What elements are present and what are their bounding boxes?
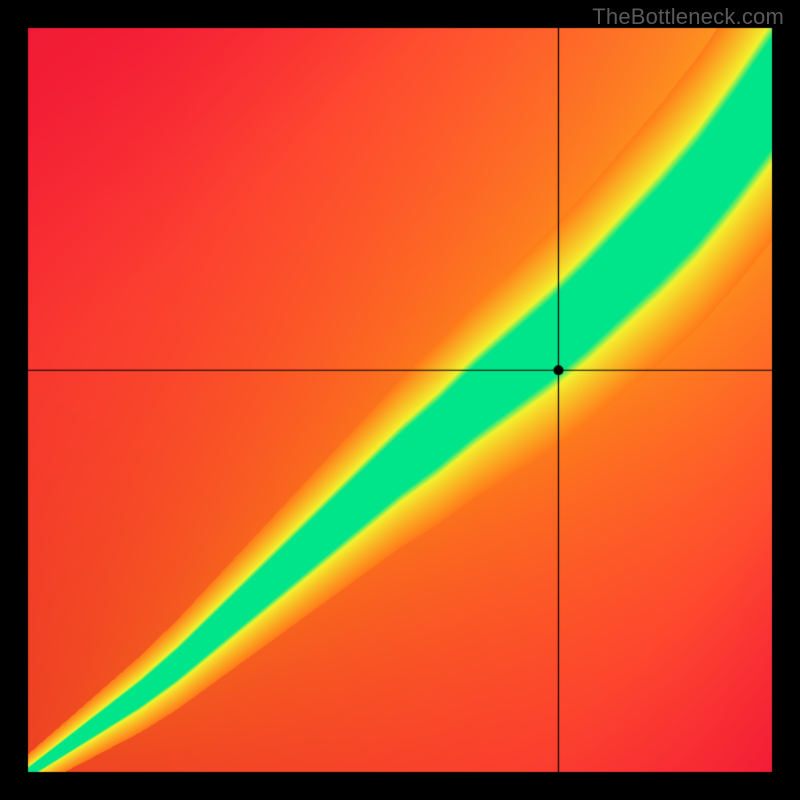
heatmap-canvas (0, 0, 800, 800)
chart-container: TheBottleneck.com (0, 0, 800, 800)
attribution-label: TheBottleneck.com (592, 4, 784, 30)
